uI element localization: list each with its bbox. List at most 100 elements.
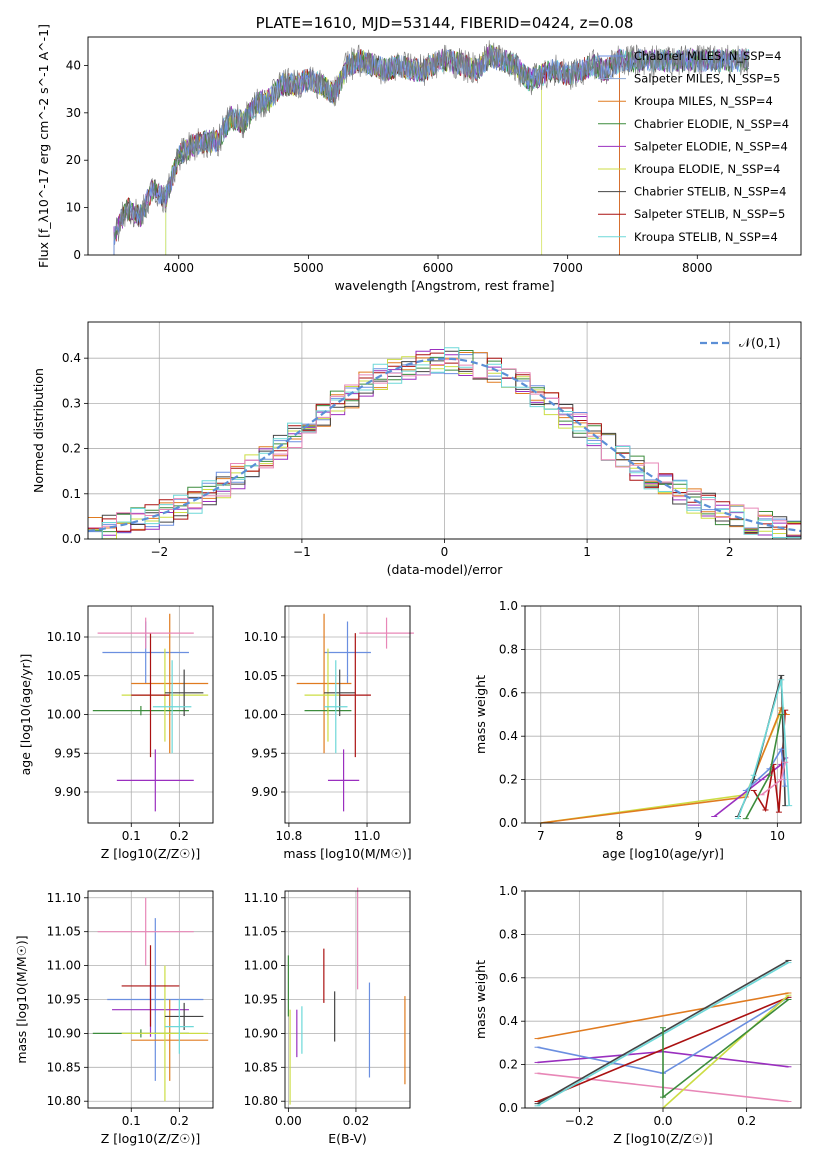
mass-vs-z-ytick-label: 11.00 <box>47 959 81 973</box>
hist-xtick-label: −2 <box>150 545 168 559</box>
age-vs-mass-ytick-label: 9.90 <box>251 785 278 799</box>
weight-vs-age-ytick-label: 0.2 <box>499 773 518 787</box>
spectrum-model-line <box>166 45 542 255</box>
spectrum-legend-label: Salpeter ELODIE, N_SSP=4 <box>634 139 788 153</box>
spectrum-ytick-label: 10 <box>66 201 81 215</box>
hist-xlabel: (data-model)/error <box>387 562 504 577</box>
mass-vs-ebv-xtick-label: 0.02 <box>343 1114 370 1128</box>
mass-vs-z-xtick-label: 0.1 <box>122 1114 141 1128</box>
mass-vs-ebv-ytick-label: 10.80 <box>244 1094 278 1108</box>
weight-vs-z-ylabel: mass weight <box>473 960 488 1039</box>
weight-vs-z-ytick-label: 0.2 <box>499 1058 518 1072</box>
mass-vs-z-axes: 0.1 0.2 10.80 10.85 10.90 10.95 11.00 11.05 11.1… <box>14 891 213 1146</box>
weight-vs-age-ytick-label: 0.4 <box>499 729 518 743</box>
spectrum-legend-label: Salpeter MILES, N_SSP=5 <box>634 72 780 86</box>
spectrum-xtick-label: 6000 <box>423 261 454 275</box>
mass-vs-z-ytick-label: 10.90 <box>47 1026 81 1040</box>
weight-vs-age-ytick-label: 0.8 <box>499 642 518 656</box>
spectrum-ytick-label: 20 <box>66 153 81 167</box>
weight-vs-age-xlabel: age [log10(age/yr)] <box>602 846 724 861</box>
spectrum-xlabel: wavelength [Angstrom, rest frame] <box>334 278 554 293</box>
spectrum-xtick-label: 5000 <box>293 261 324 275</box>
weight-vs-age-frame <box>525 606 801 823</box>
hist-xtick-label: 2 <box>726 545 734 559</box>
age-vs-z-ytick-label: 10.05 <box>47 669 81 683</box>
hist-xtick-label: 1 <box>583 545 591 559</box>
weight-vs-age-line <box>541 710 785 823</box>
weight-vs-age-ytick-label: 1.0 <box>499 599 518 613</box>
spectrum-xtick-label: 4000 <box>163 261 194 275</box>
weight-vs-z-line <box>663 1000 789 1098</box>
mass-vs-ebv-xtick-label: 0.00 <box>275 1114 302 1128</box>
weight-vs-z-ytick-label: 0.8 <box>499 927 518 941</box>
weight-vs-z-ytick-label: 0.4 <box>499 1014 518 1028</box>
weight-vs-z-xtick-label: −0.2 <box>565 1114 594 1128</box>
spectrum-legend-label: Chabrier STELIB, N_SSP=4 <box>634 185 786 199</box>
weight-vs-age-xtick-label: 9 <box>695 829 703 843</box>
age-vs-mass-ytick-label: 10.00 <box>244 708 278 722</box>
weight-vs-z-xtick-label: 0.0 <box>653 1114 672 1128</box>
spectrum-legend-label: Salpeter STELIB, N_SSP=5 <box>634 207 785 221</box>
age-vs-mass-xtick-label: 10.8 <box>276 829 303 843</box>
age-vs-mass-ytick-label: 10.05 <box>244 669 278 683</box>
mass-vs-z-xtick-label: 0.2 <box>170 1114 189 1128</box>
spectrum-ytick-label: 0 <box>73 248 81 262</box>
weight-vs-z-xlabel: Z [log10(Z/Z☉)] <box>613 1131 713 1146</box>
hist-xtick-label: 0 <box>441 545 449 559</box>
weight-vs-z-ytick-label: 1.0 <box>499 884 518 898</box>
weight-vs-age-xtick-label: 10 <box>770 829 785 843</box>
weight-vs-z-ytick-label: 0.6 <box>499 971 518 985</box>
mass-vs-z-ytick-label: 10.95 <box>47 993 81 1007</box>
hist-ytick-label: 0.0 <box>62 532 81 546</box>
age-vs-mass-xlabel: mass [log10(M/M☉)] <box>283 846 411 861</box>
mass-vs-ebv-xlabel: E(B-V) <box>328 1131 367 1146</box>
mass-vs-ebv-ytick-label: 10.95 <box>244 993 278 1007</box>
spectrum-title: PLATE=1610, MJD=53144, FIBERID=0424, z=0… <box>256 14 634 32</box>
weight-vs-age-ylabel: mass weight <box>473 675 488 754</box>
weight-vs-z-xtick-label: 0.2 <box>737 1114 756 1128</box>
mass-vs-ebv-ytick-label: 11.00 <box>244 959 278 973</box>
mass-vs-z-ytick-label: 11.10 <box>47 891 81 905</box>
weight-vs-age-ytick-label: 0.6 <box>499 686 518 700</box>
spectrum-legend-label: Kroupa MILES, N_SSP=4 <box>634 94 773 108</box>
age-vs-z-ytick-label: 10.00 <box>47 708 81 722</box>
spectrum-legend-label: Kroupa STELIB, N_SSP=4 <box>634 230 778 244</box>
mass-vs-z-ytick-label: 11.05 <box>47 925 81 939</box>
mass-vs-z-ylabel: mass [log10(M/M☉)] <box>14 935 29 1063</box>
mass-vs-z-ytick-label: 10.80 <box>47 1094 81 1108</box>
age-vs-z-xtick-label: 0.2 <box>170 829 189 843</box>
spectrum-ylabel: Flux [f_λ10^-17 erg cm^-2 s^-1 A^-1] <box>36 24 51 268</box>
hist-ytick-label: 0.3 <box>62 396 81 410</box>
spectrum-xtick-label: 8000 <box>682 261 713 275</box>
age-vs-mass-ytick-label: 9.95 <box>251 746 278 760</box>
weight-vs-age-xtick-label: 8 <box>616 829 624 843</box>
age-vs-z-xtick-label: 0.1 <box>122 829 141 843</box>
spectrum-xtick-label: 7000 <box>552 261 583 275</box>
weight-vs-age-ytick-label: 0.0 <box>499 816 518 830</box>
age-vs-mass-xtick-label: 11.0 <box>354 829 381 843</box>
age-vs-z-ylabel: age [log10(age/yr)] <box>18 654 33 776</box>
mass-vs-ebv-ytick-label: 10.90 <box>244 1026 278 1040</box>
spectrum-legend-label: Chabrier MILES, N_SSP=4 <box>634 49 781 63</box>
spectrum-ytick-label: 40 <box>66 58 81 72</box>
hist-ytick-label: 0.2 <box>62 442 81 456</box>
mass-vs-z-ytick-label: 10.85 <box>47 1060 81 1074</box>
age-vs-z-ytick-label: 10.10 <box>47 630 81 644</box>
hist-ytick-label: 0.4 <box>62 351 81 365</box>
hist-legend-label: 𝒩(0,1) <box>739 335 781 350</box>
spectrum-legend-label: Kroupa ELODIE, N_SSP=4 <box>634 162 780 176</box>
mass-vs-z-xlabel: Z [log10(Z/Z☉)] <box>101 1131 201 1146</box>
hist-ylabel: Normed distribution <box>31 368 46 493</box>
mass-vs-ebv-ytick-label: 11.05 <box>244 925 278 939</box>
age-vs-z-xlabel: Z [log10(Z/Z☉)] <box>101 846 201 861</box>
age-vs-z-ytick-label: 9.90 <box>54 785 81 799</box>
